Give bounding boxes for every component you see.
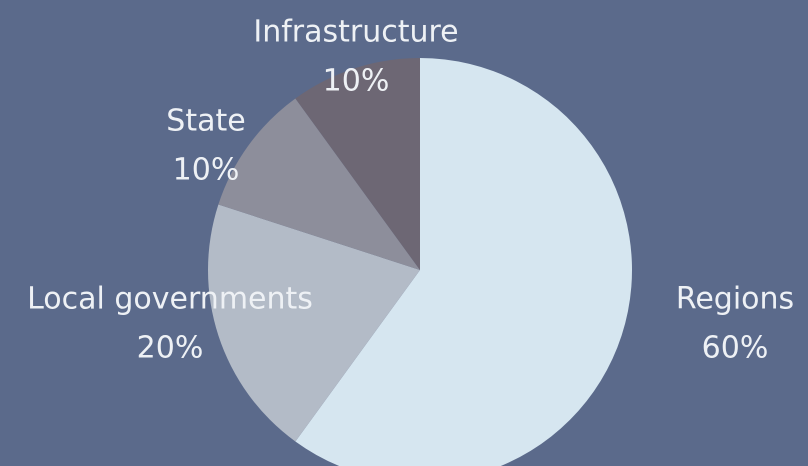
- slice-value-label: 20%: [137, 331, 204, 366]
- slice-label: Regions: [676, 282, 794, 317]
- slice-label: Local governments: [27, 282, 313, 317]
- slice-label: State: [166, 104, 245, 139]
- slice-value-label: 60%: [702, 331, 769, 366]
- pie-slice: [295, 58, 420, 270]
- slice-label: Infrastructure: [253, 15, 458, 50]
- pie-slice: [218, 98, 420, 270]
- pie-slice: [208, 204, 420, 442]
- slice-value-label: 10%: [173, 153, 240, 188]
- slice-value-label: 10%: [323, 64, 390, 99]
- pie-slice: [295, 58, 632, 466]
